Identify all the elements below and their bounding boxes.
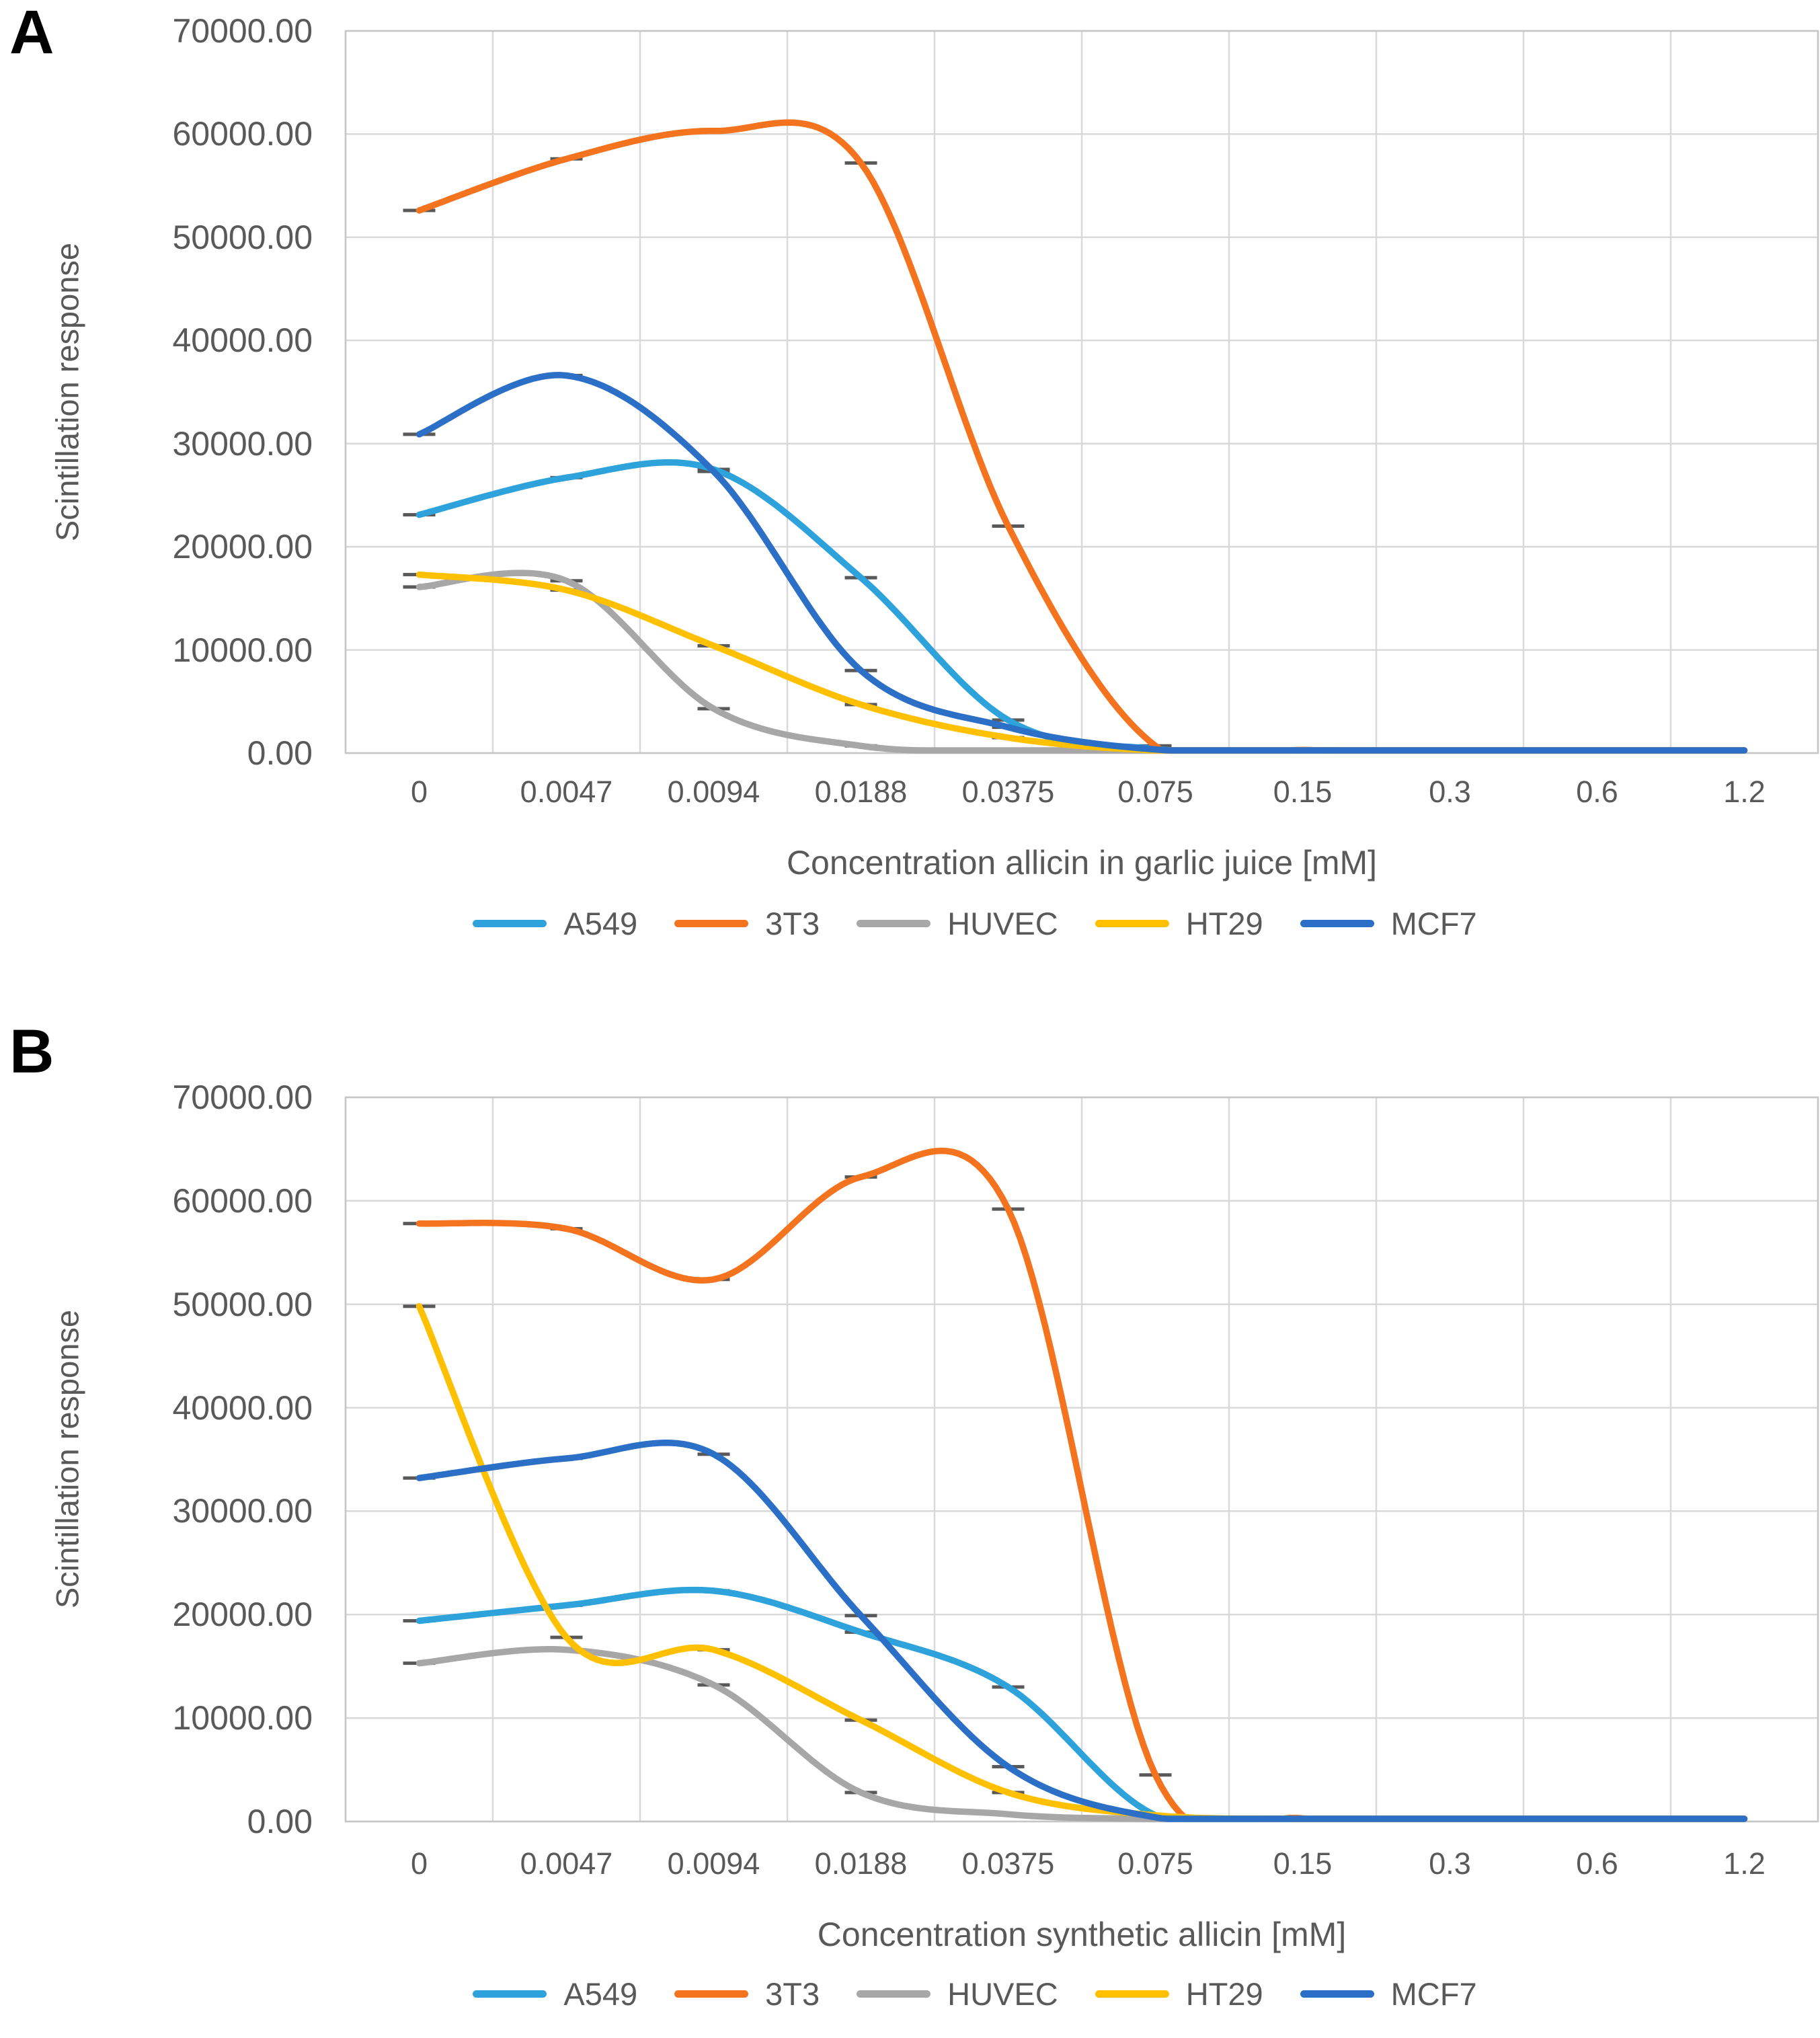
legend-label-a549: A549 [563, 906, 638, 941]
y-tick-label: 0.00 [247, 734, 313, 772]
x-axis-title: Concentration allicin in garlic juice [m… [786, 844, 1378, 881]
panel-label-a: A [9, 0, 54, 67]
y-tick-label: 70000.00 [172, 12, 313, 50]
legend-label-huvec: HUVEC [947, 906, 1058, 941]
x-tick-label: 0.0375 [961, 775, 1055, 809]
y-tick-label: 50000.00 [172, 218, 313, 256]
legend-item-huvec: HUVEC [857, 905, 1058, 942]
x-tick-label: 0.15 [1273, 775, 1333, 809]
legend-swatch-mcf7 [1300, 1990, 1374, 1998]
chart-canvas-a [344, 30, 1819, 754]
chart-canvas-b [344, 1096, 1819, 1823]
legend-swatch-3t3 [674, 1990, 749, 1998]
x-tick-label: 0.0375 [961, 1846, 1055, 1881]
panel-b: B Scintillation response 70000.00 60000.0… [0, 1019, 1820, 2038]
legend-item-ht29: HT29 [1095, 1975, 1263, 2012]
x-tick-label: 0.3 [1429, 1846, 1471, 1881]
legend-swatch-ht29 [1095, 920, 1169, 927]
chart-legend: A549 3T3 HUVEC HT29 MCF7 [437, 905, 1513, 942]
y-tick-label: 10000.00 [172, 631, 313, 669]
legend-item-mcf7: MCF7 [1300, 1975, 1477, 2012]
legend-swatch-3t3 [674, 920, 749, 927]
x-tick-label: 0.0188 [814, 775, 908, 809]
y-tick-label: 40000.00 [172, 1388, 313, 1427]
x-tick-label: 0.0094 [667, 775, 760, 809]
legend-item-3t3: 3T3 [674, 1975, 820, 2012]
legend-swatch-a549 [473, 1990, 547, 1998]
y-tick-label: 20000.00 [172, 1596, 313, 1634]
legend-label-ht29: HT29 [1185, 1976, 1263, 2012]
y-tick-label: 60000.00 [172, 1181, 313, 1220]
x-axis-title: Concentration synthetic allicin [mM] [817, 1916, 1347, 1953]
x-tick-label: 0.0047 [520, 775, 613, 809]
x-tick-label: 1.2 [1723, 775, 1766, 809]
legend-swatch-a549 [473, 920, 547, 927]
y-tick-label: 30000.00 [172, 424, 313, 463]
y-tick-label: 30000.00 [172, 1492, 313, 1530]
x-tick-label: 0 [410, 775, 428, 809]
x-tick-label: 0.6 [1576, 775, 1618, 809]
x-tick-label: 0.6 [1576, 1846, 1618, 1881]
legend-item-ht29: HT29 [1095, 905, 1263, 942]
legend-item-huvec: HUVEC [857, 1975, 1058, 2012]
y-tick-label: 60000.00 [172, 115, 313, 153]
legend-label-3t3: 3T3 [765, 906, 820, 941]
y-tick-label: 10000.00 [172, 1699, 313, 1737]
legend-swatch-mcf7 [1300, 920, 1374, 927]
legend-label-3t3: 3T3 [765, 1976, 820, 2012]
legend-label-huvec: HUVEC [947, 1976, 1058, 2012]
legend-item-a549: A549 [473, 905, 637, 942]
y-tick-label: 20000.00 [172, 528, 313, 566]
x-tick-label: 0.075 [1117, 1846, 1193, 1881]
legend-item-a549: A549 [473, 1975, 637, 2012]
x-tick-label: 0.075 [1117, 775, 1193, 809]
x-tick-label: 0.0188 [814, 1846, 908, 1881]
chart-legend: A549 3T3 HUVEC HT29 MCF7 [437, 1975, 1513, 2012]
x-tick-label: 0 [410, 1846, 428, 1881]
legend-label-mcf7: MCF7 [1390, 1976, 1477, 2012]
legend-label-mcf7: MCF7 [1390, 906, 1477, 941]
legend-item-3t3: 3T3 [674, 905, 820, 942]
x-tick-label: 0.15 [1273, 1846, 1333, 1881]
y-tick-label: 40000.00 [172, 321, 313, 360]
y-tick-label: 0.00 [247, 1803, 313, 1840]
legend-swatch-huvec [857, 920, 931, 927]
y-tick-label: 50000.00 [172, 1285, 313, 1323]
series-line-mcf7 [416, 372, 1748, 754]
legend-label-a549: A549 [563, 1976, 638, 2012]
panel-label-b: B [9, 1017, 54, 1086]
y-tick-label: 70000.00 [172, 1079, 313, 1116]
legend-item-mcf7: MCF7 [1300, 905, 1477, 942]
series-line-mcf7 [416, 1440, 1748, 1822]
legend-swatch-ht29 [1095, 1990, 1169, 1998]
x-tick-label: 0.0094 [667, 1846, 760, 1881]
x-tick-label: 0.0047 [520, 1846, 613, 1881]
x-tick-label: 0.3 [1429, 775, 1471, 809]
legend-label-ht29: HT29 [1185, 906, 1263, 941]
legend-swatch-huvec [857, 1990, 931, 1998]
panel-a: A Scintillation response 70000.00 60000.0… [9, 0, 1819, 942]
x-tick-label: 1.2 [1723, 1846, 1766, 1881]
